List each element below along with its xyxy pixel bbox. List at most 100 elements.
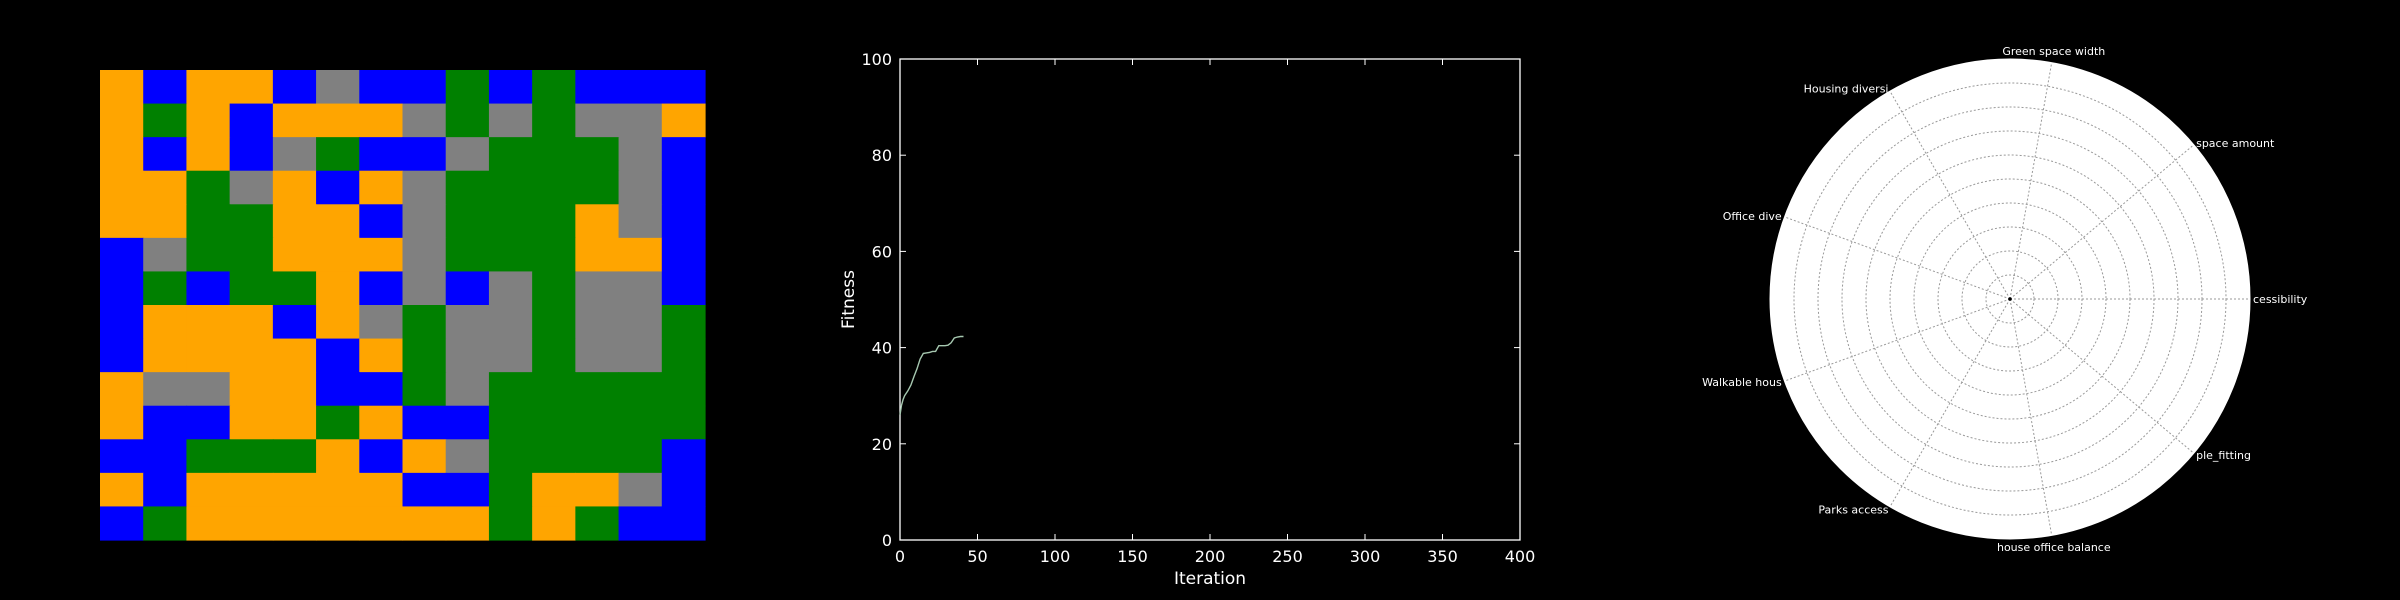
grid-cell-road <box>445 305 490 340</box>
axis-ticks: 0 50 100 150 200 250 300 350 400 0 20 40 60 80 100 <box>861 50 1535 566</box>
grid-cell-housing <box>186 103 231 138</box>
grid-cell-office <box>100 305 144 340</box>
grid-cell-housing <box>229 372 274 407</box>
grid-cell-green <box>575 137 620 172</box>
grid-cell-green <box>402 338 447 373</box>
grid-cell-green <box>618 439 663 474</box>
grid-cell-green <box>316 137 360 172</box>
grid-cell-green <box>488 405 533 440</box>
grid-cell-office <box>618 70 663 105</box>
grid-cell-housing <box>575 472 620 508</box>
x-tick-label: 300 <box>1350 547 1381 566</box>
grid-cell-green <box>143 506 188 541</box>
grid-cell-housing <box>272 338 317 373</box>
grid-cell-housing <box>186 338 231 373</box>
grid-cell-housing <box>143 338 188 373</box>
grid-cell-green <box>186 204 231 239</box>
grid-cell-housing <box>100 137 144 172</box>
grid-cell-office <box>100 439 144 474</box>
grid-cell-green <box>532 372 576 407</box>
grid-cell-housing <box>229 338 274 373</box>
fitness-series-line <box>899 335 964 416</box>
grid-cell-office <box>100 237 144 273</box>
grid-cell-housing <box>100 70 144 105</box>
radar-spoke <box>2009 62 2053 300</box>
grid-cell-housing <box>532 472 576 508</box>
city-layout-heatmap <box>100 70 706 541</box>
grid-cell-green <box>186 170 231 205</box>
grid-cell-green <box>229 439 274 474</box>
grid-cell-office <box>575 70 620 105</box>
grid-cell-office <box>359 137 404 172</box>
grid-cell-housing <box>316 506 360 541</box>
grid-cell-housing <box>575 204 620 239</box>
grid-cell-road <box>488 103 533 138</box>
grid-cell-green <box>661 405 706 440</box>
grid-cell-housing <box>445 506 490 541</box>
x-tick-label: 0 <box>895 547 905 566</box>
grid-cell-green <box>488 506 533 541</box>
grid-cell-office <box>661 170 706 205</box>
grid-cell-office <box>143 405 188 440</box>
grid-cell-housing <box>229 305 274 340</box>
radar-axis-label: Office dive <box>1723 210 1782 223</box>
grid-cell-housing <box>618 237 663 273</box>
grid-cell-green <box>661 372 706 407</box>
grid-cell-green <box>532 271 576 306</box>
grid-cell-housing <box>359 506 404 541</box>
grid-cell-housing <box>229 405 274 440</box>
grid-cell-office <box>186 271 231 306</box>
grid-cell-housing <box>100 405 144 440</box>
grid-cell-office <box>445 405 490 440</box>
x-tick-label: 150 <box>1117 547 1148 566</box>
grid-cell-office <box>661 204 706 239</box>
grid-cell-road <box>402 271 447 306</box>
grid-cell-housing <box>316 204 360 239</box>
grid-cell-office <box>661 472 706 508</box>
grid-cell-road <box>445 137 490 172</box>
grid-cell-office <box>316 338 360 373</box>
grid-cell-office <box>359 271 404 306</box>
grid-cell-office <box>445 472 490 508</box>
grid-cell-housing <box>143 204 188 239</box>
grid-cell-office <box>661 439 706 474</box>
grid-cell-road <box>488 271 533 306</box>
grid-cell-green <box>532 70 576 105</box>
grid-cell-road <box>402 204 447 239</box>
grid-cell-office <box>402 137 447 172</box>
grid-cell-office <box>402 472 447 508</box>
grid-cell-green <box>186 237 231 273</box>
grid-cell-housing <box>316 305 360 340</box>
grid-cell-office <box>618 506 663 541</box>
grid-cell-office <box>359 70 404 105</box>
radar-spoke <box>2009 298 2053 536</box>
grid-cell-office <box>186 405 231 440</box>
grid-cell-green <box>488 170 533 205</box>
grid-cell-road <box>618 137 663 172</box>
grid-cell-road <box>445 372 490 407</box>
grid-cell-road <box>618 472 663 508</box>
grid-cell-green <box>532 137 576 172</box>
grid-cell-road <box>402 170 447 205</box>
grid-cell-office <box>661 137 706 172</box>
grid-cell-green <box>532 405 576 440</box>
radar-axis-label: Green space width <box>2002 45 2105 58</box>
grid-cell-housing <box>402 439 447 474</box>
x-tick-label: 400 <box>1505 547 1536 566</box>
grid-cell-green <box>445 170 490 205</box>
grid-cell-green <box>445 237 490 273</box>
y-tick-label: 100 <box>861 50 892 69</box>
grid-cell-road <box>575 271 620 306</box>
grid-cell-housing <box>100 204 144 239</box>
x-axis-label: Iteration <box>1174 569 1246 589</box>
x-tick-label: 200 <box>1195 547 1226 566</box>
y-tick-label: 80 <box>872 146 892 165</box>
radar-spoke <box>2009 298 2195 454</box>
x-tick-label: 50 <box>967 547 987 566</box>
objectives-radar-chart: cessibility space amount Green space width… <box>1702 45 2308 554</box>
grid-cell-office <box>272 70 317 105</box>
grid-cell-green <box>445 204 490 239</box>
x-tick-label: 100 <box>1040 547 1071 566</box>
grid-cell-green <box>402 372 447 407</box>
grid-cell-office <box>445 271 490 306</box>
